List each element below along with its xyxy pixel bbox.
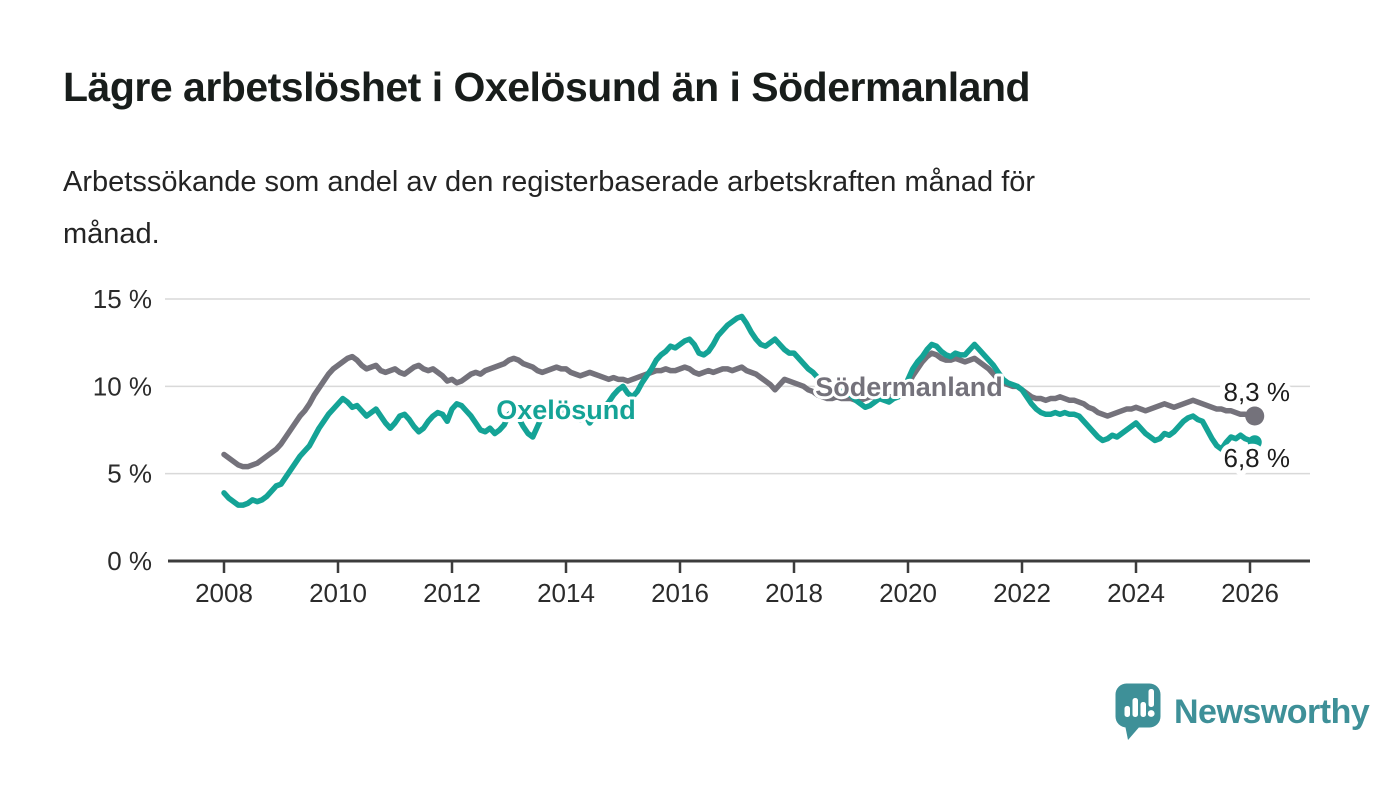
newsworthy-logo: Newsworthy — [1114, 682, 1370, 742]
y-tick-label: 5 % — [107, 459, 152, 489]
x-tick-label: 2020 — [879, 578, 937, 608]
series-end-dot-sodermanland — [1245, 406, 1265, 426]
newsworthy-wordmark: Newsworthy — [1174, 692, 1370, 731]
x-tick-label: 2024 — [1107, 578, 1165, 608]
x-tick-label: 2014 — [537, 578, 595, 608]
chart-title: Lägre arbetslöshet i Oxelösund än i Söde… — [63, 64, 1031, 110]
series-end-dot-oxelosund — [1247, 435, 1262, 450]
chart-subtitle-line-2: månad. — [63, 218, 160, 250]
newsworthy-icon — [1115, 683, 1161, 740]
x-tick-label: 2010 — [309, 578, 367, 608]
y-tick-label: 10 % — [93, 371, 152, 401]
series-inline-label-sodermanland: Södermanland — [815, 372, 1003, 402]
y-tick-label: 15 % — [93, 284, 152, 314]
x-tick-label: 2026 — [1221, 578, 1279, 608]
chart-subtitle: Arbetssökande som andel av den registerb… — [63, 156, 1035, 260]
x-tick-label: 2012 — [423, 578, 481, 608]
y-tick-label: 0 % — [107, 546, 152, 576]
x-tick-label: 2018 — [765, 578, 823, 608]
x-tick-label: 2016 — [651, 578, 709, 608]
series-line-sodermanland — [221, 350, 1258, 470]
series-inline-label-oxelosund: Oxelösund — [496, 395, 636, 425]
x-tick-label: 2022 — [993, 578, 1051, 608]
x-tick-label: 2008 — [195, 578, 253, 608]
series-end-value-sodermanland: 8,3 % — [1224, 377, 1291, 407]
series-end-value-oxelosund: 6,8 % — [1224, 443, 1291, 473]
series-line-oxelosund — [221, 313, 1258, 508]
chart-subtitle-line-1: Arbetssökande som andel av den registerb… — [63, 166, 1036, 198]
